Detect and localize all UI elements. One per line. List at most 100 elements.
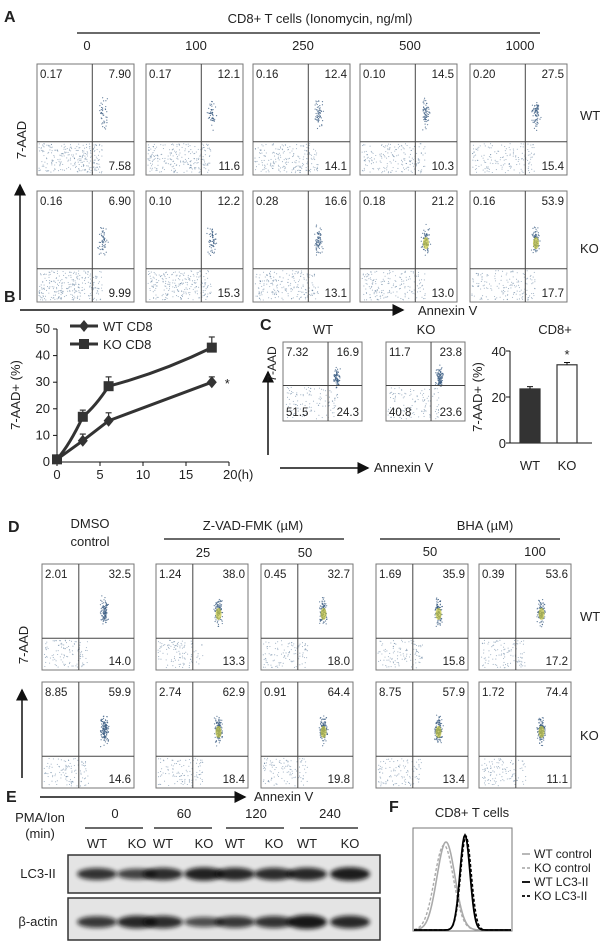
event-dot: [291, 289, 294, 291]
event-dot: [315, 243, 317, 245]
event-dot: [324, 620, 327, 622]
event-dot: [43, 284, 45, 286]
event-dot: [77, 273, 80, 275]
event-dot: [295, 170, 297, 172]
event-dot: [38, 169, 40, 172]
event-dot: [277, 666, 279, 668]
event-dot: [103, 232, 105, 234]
event-dot: [298, 156, 300, 158]
event-dot: [172, 771, 174, 773]
event-dot: [391, 658, 393, 660]
event-dot: [270, 162, 272, 164]
event-dot: [283, 159, 285, 161]
event-dot: [152, 159, 154, 161]
event-dot: [106, 721, 108, 723]
event-dot: [512, 152, 514, 154]
event-dot: [423, 234, 426, 236]
event-dot: [82, 664, 84, 666]
event-dot: [46, 144, 48, 146]
event-dot: [411, 162, 414, 164]
event-dot: [61, 644, 63, 646]
event-dot: [69, 289, 71, 291]
event-dot: [419, 170, 421, 172]
event-dot: [418, 161, 420, 163]
event-dot: [473, 295, 475, 297]
event-dot: [324, 405, 327, 407]
event-dot: [176, 144, 178, 146]
event-dot: [275, 293, 278, 296]
event-dot: [320, 233, 322, 236]
event-dot: [49, 279, 51, 282]
event-dot: [406, 648, 408, 650]
event-dot: [202, 147, 204, 149]
flow-plot: [359, 190, 458, 303]
event-dot: [104, 728, 107, 730]
event-dot: [437, 412, 439, 414]
event-dot: [262, 164, 264, 166]
event-dot: [483, 159, 485, 161]
event-dot: [497, 649, 499, 651]
event-dot: [402, 299, 404, 301]
event-dot: [105, 601, 107, 604]
event-dot: [174, 783, 176, 785]
event-dot: [73, 765, 75, 767]
event-dot: [207, 144, 209, 146]
event-dot: [201, 771, 204, 773]
event-dot: [487, 643, 489, 645]
event-dot: [401, 639, 403, 641]
event-dot: [102, 717, 105, 720]
quadrant-value-ul: 8.85: [45, 687, 67, 699]
event-dot: [191, 280, 194, 282]
event-dot: [309, 171, 311, 173]
event-dot: [216, 604, 218, 606]
event-dot: [377, 652, 379, 654]
event-dot: [66, 168, 68, 170]
event-dot: [424, 113, 427, 116]
event-dot: [215, 603, 217, 605]
event-dot: [188, 151, 190, 153]
event-dot: [104, 741, 107, 743]
bar-chart-title: CD8+: [538, 322, 572, 337]
event-dot: [183, 291, 185, 293]
event-dot: [84, 279, 86, 282]
event-dot: [173, 656, 176, 658]
event-dot: [328, 405, 330, 407]
event-dot: [271, 654, 273, 656]
event-dot: [172, 775, 174, 777]
event-dot: [382, 664, 384, 666]
event-dot: [533, 295, 535, 297]
event-dot: [424, 398, 426, 401]
event-dot: [182, 282, 184, 284]
event-dot: [48, 757, 50, 760]
event-dot: [539, 607, 541, 609]
event-dot: [527, 277, 529, 279]
dot-cloud: [361, 223, 432, 301]
event-dot: [102, 126, 104, 128]
event-dot: [61, 289, 63, 291]
event-dot: [424, 405, 427, 407]
event-dot: [104, 108, 106, 110]
event-dot: [263, 155, 265, 157]
event-dot: [317, 164, 319, 166]
event-dot: [316, 114, 318, 116]
event-dot: [206, 287, 208, 289]
event-dot: [174, 659, 176, 661]
event-dot: [276, 665, 278, 667]
event-dot: [305, 292, 307, 294]
event-dot: [423, 411, 425, 413]
event-dot: [513, 642, 515, 645]
event-dot: [209, 104, 211, 107]
event-dot: [173, 291, 175, 293]
event-dot: [266, 648, 268, 650]
event-dot: [371, 273, 373, 275]
event-dot: [544, 616, 546, 618]
event-dot: [101, 103, 103, 105]
event-dot: [149, 273, 151, 275]
event-dot: [506, 298, 508, 300]
event-dot: [291, 161, 293, 164]
event-dot: [58, 765, 60, 767]
event-dot: [518, 287, 520, 289]
event-dot: [104, 727, 107, 729]
event-dot: [38, 294, 40, 297]
event-dot: [441, 379, 443, 382]
